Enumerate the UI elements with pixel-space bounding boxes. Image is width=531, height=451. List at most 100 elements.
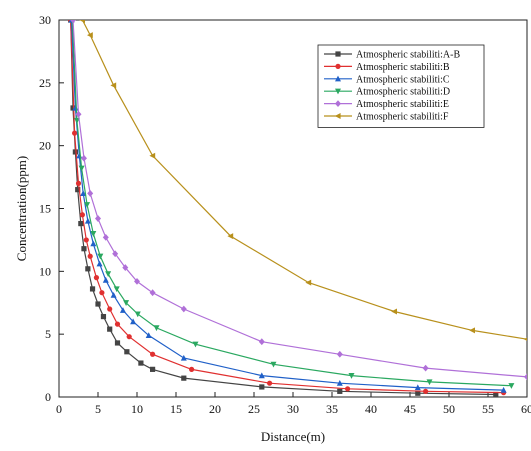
data-point <box>259 384 265 390</box>
x-tick-label: 25 <box>248 402 260 416</box>
data-point <box>138 360 144 366</box>
data-point <box>75 110 82 118</box>
data-point <box>97 253 104 260</box>
data-point <box>89 286 96 292</box>
data-point <box>414 384 421 391</box>
data-point <box>73 117 80 124</box>
series-group <box>68 20 527 397</box>
series-5 <box>70 20 527 381</box>
data-point <box>123 300 130 306</box>
legend-label: Atmospheric stabiliti:C <box>356 74 450 85</box>
y-tick-label: 15 <box>39 202 51 216</box>
data-point <box>110 292 117 298</box>
y-tick-label: 5 <box>45 327 51 341</box>
data-point <box>126 334 132 340</box>
data-point <box>258 338 265 346</box>
data-point <box>270 361 277 368</box>
data-point <box>180 354 187 361</box>
data-point <box>130 318 137 325</box>
legend-box <box>317 44 485 128</box>
data-point <box>391 308 397 315</box>
data-point <box>110 82 117 89</box>
legend-label: Atmospheric stabiliti:D <box>356 87 450 98</box>
data-point <box>258 372 265 379</box>
data-point <box>305 279 312 286</box>
x-axis-title: Distance(m) <box>261 429 325 444</box>
data-point <box>112 250 119 258</box>
data-point <box>423 388 429 394</box>
data-point <box>493 391 499 397</box>
data-point <box>267 380 273 386</box>
data-point <box>72 149 78 155</box>
x-tick-label: 0 <box>56 402 62 416</box>
data-point <box>87 190 94 197</box>
data-point <box>79 20 85 23</box>
data-point <box>415 390 421 396</box>
data-point <box>80 154 87 162</box>
data-point <box>105 271 112 278</box>
data-point <box>348 373 355 379</box>
x-tick-label: 40 <box>365 402 377 416</box>
data-point <box>422 364 429 372</box>
data-point <box>336 379 343 386</box>
legend-label: Atmospheric stabiliti:F <box>356 112 449 123</box>
data-point <box>124 349 130 355</box>
series-line <box>71 20 512 387</box>
data-point <box>90 240 97 247</box>
series-4 <box>70 20 515 389</box>
legend-marker <box>335 100 341 107</box>
data-point <box>72 130 78 136</box>
data-point <box>70 20 77 24</box>
x-tick-label: 30 <box>287 402 299 416</box>
data-point <box>153 325 160 332</box>
data-point <box>119 307 126 313</box>
y-tick-label: 20 <box>39 139 51 153</box>
data-point <box>122 264 129 271</box>
data-point <box>84 202 91 208</box>
data-point <box>337 388 343 394</box>
y-axis-title: Concentration(ppm) <box>14 156 29 261</box>
series-line <box>70 20 496 396</box>
data-point <box>180 305 187 313</box>
data-point <box>75 187 81 193</box>
x-tick-label: 10 <box>131 402 143 416</box>
data-point <box>78 165 85 172</box>
data-point <box>87 253 93 259</box>
data-point <box>113 286 120 293</box>
x-tick-label: 35 <box>326 402 338 416</box>
data-point <box>426 379 433 386</box>
series-6 <box>79 20 527 341</box>
data-point <box>83 237 89 243</box>
data-point <box>500 386 507 393</box>
axes: 0 5 10 15 20 25 30 35 40 45 50 55 60 0 5 10 15 20 25 30 <box>39 13 531 416</box>
data-point <box>524 373 527 381</box>
data-point <box>134 277 140 285</box>
legend-label: Atmospheric stabiliti:E <box>356 99 449 110</box>
data-point <box>189 366 195 372</box>
data-point <box>227 233 234 240</box>
data-point <box>192 341 199 348</box>
data-point <box>87 32 93 39</box>
x-tick-label: 15 <box>170 402 182 416</box>
x-tick-label: 60 <box>521 402 531 416</box>
data-point <box>345 386 351 392</box>
y-tick-label: 30 <box>39 13 51 27</box>
data-point <box>336 350 343 358</box>
legend-marker <box>335 75 341 82</box>
data-point <box>469 327 475 334</box>
data-point <box>102 276 109 283</box>
data-point <box>93 275 100 281</box>
x-tick-label: 5 <box>95 402 101 416</box>
data-point <box>134 311 141 318</box>
data-point <box>99 290 105 296</box>
data-point <box>95 215 101 222</box>
legend-label: Atmospheric stabiliti:B <box>356 62 450 73</box>
data-point <box>80 190 87 197</box>
data-point <box>107 306 113 312</box>
data-point <box>102 234 109 241</box>
x-tick-label: 20 <box>209 402 221 416</box>
data-point <box>149 289 156 297</box>
legend-marker <box>334 113 341 119</box>
data-point <box>523 337 527 341</box>
